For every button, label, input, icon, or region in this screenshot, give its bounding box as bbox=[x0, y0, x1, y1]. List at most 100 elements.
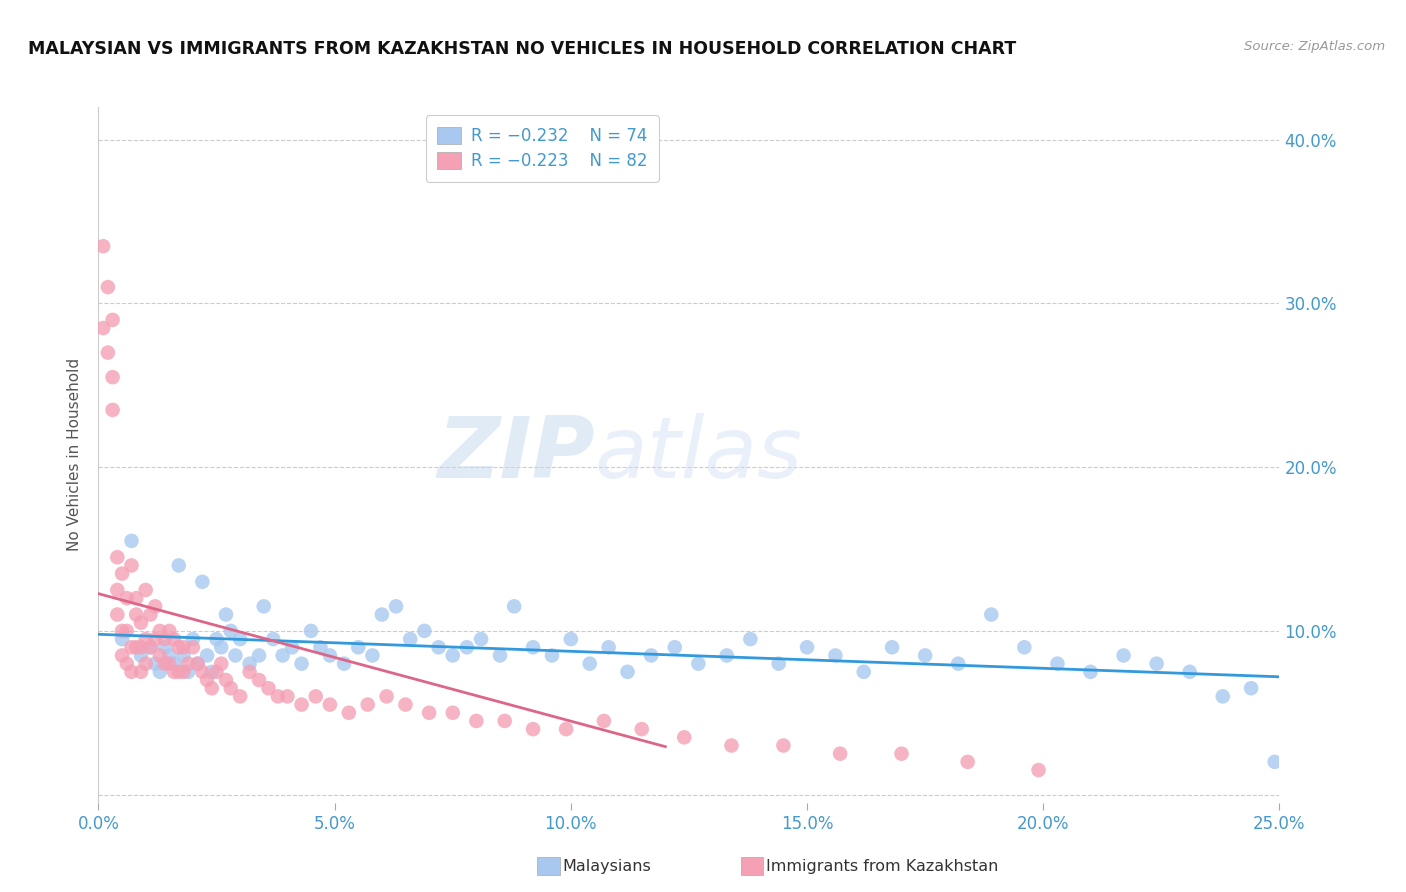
Point bbox=[522, 722, 544, 736]
Point bbox=[172, 665, 194, 679]
Point bbox=[305, 690, 328, 704]
Point bbox=[465, 714, 488, 728]
Point bbox=[125, 591, 148, 606]
Point bbox=[319, 648, 342, 663]
Point bbox=[121, 640, 143, 655]
Point bbox=[239, 657, 262, 671]
Point bbox=[688, 657, 710, 671]
Point bbox=[716, 648, 738, 663]
Point bbox=[541, 648, 564, 663]
Point bbox=[830, 747, 852, 761]
Point bbox=[427, 640, 450, 655]
Point bbox=[1112, 648, 1135, 663]
Point bbox=[247, 673, 270, 687]
Point bbox=[219, 681, 242, 696]
Text: MALAYSIAN VS IMMIGRANTS FROM KAZAKHSTAN NO VEHICLES IN HOUSEHOLD CORRELATION CHA: MALAYSIAN VS IMMIGRANTS FROM KAZAKHSTAN … bbox=[28, 40, 1017, 58]
Text: Source: ZipAtlas.com: Source: ZipAtlas.com bbox=[1244, 40, 1385, 54]
Text: ZIP: ZIP bbox=[437, 413, 595, 497]
Point bbox=[153, 657, 176, 671]
Point bbox=[139, 607, 162, 622]
Point bbox=[276, 690, 298, 704]
Point bbox=[640, 648, 662, 663]
Point bbox=[215, 607, 238, 622]
Point bbox=[578, 657, 600, 671]
Point bbox=[253, 599, 276, 614]
Point bbox=[319, 698, 342, 712]
Point bbox=[796, 640, 818, 655]
Point bbox=[201, 665, 224, 679]
Point bbox=[1028, 763, 1050, 777]
Point bbox=[852, 665, 875, 679]
Point bbox=[489, 648, 512, 663]
Point bbox=[125, 640, 148, 655]
Point bbox=[281, 640, 304, 655]
Point bbox=[299, 624, 322, 638]
Point bbox=[201, 681, 224, 696]
Point bbox=[494, 714, 516, 728]
Point bbox=[271, 648, 294, 663]
Point bbox=[1080, 665, 1102, 679]
Point bbox=[125, 607, 148, 622]
Point bbox=[97, 345, 120, 359]
Point bbox=[1046, 657, 1069, 671]
Text: atlas: atlas bbox=[595, 413, 803, 497]
Point bbox=[101, 370, 124, 384]
Point bbox=[111, 624, 134, 638]
Point bbox=[229, 690, 252, 704]
Point bbox=[135, 582, 157, 597]
Point bbox=[209, 657, 232, 671]
Point bbox=[357, 698, 380, 712]
Point bbox=[1014, 640, 1036, 655]
Point bbox=[616, 665, 638, 679]
Point bbox=[163, 665, 186, 679]
Point bbox=[115, 591, 138, 606]
Point bbox=[163, 657, 186, 671]
Point bbox=[167, 665, 190, 679]
Point bbox=[195, 673, 218, 687]
Point bbox=[441, 648, 464, 663]
Point bbox=[555, 722, 578, 736]
Point bbox=[121, 558, 143, 573]
Point bbox=[503, 599, 526, 614]
Point bbox=[593, 714, 616, 728]
Point bbox=[172, 648, 194, 663]
Point bbox=[1178, 665, 1201, 679]
Point bbox=[361, 648, 384, 663]
Point bbox=[149, 624, 172, 638]
Point bbox=[105, 607, 128, 622]
Point bbox=[177, 665, 200, 679]
Point bbox=[181, 640, 204, 655]
Point bbox=[418, 706, 440, 720]
Point bbox=[105, 550, 128, 565]
Point bbox=[630, 722, 652, 736]
Point bbox=[121, 665, 143, 679]
Point bbox=[267, 690, 290, 704]
Point bbox=[720, 739, 742, 753]
Point bbox=[167, 640, 190, 655]
Point bbox=[153, 632, 176, 646]
Point bbox=[309, 640, 332, 655]
Point bbox=[560, 632, 582, 646]
Point bbox=[143, 599, 166, 614]
Point bbox=[413, 624, 436, 638]
Point bbox=[111, 632, 134, 646]
Point bbox=[143, 657, 166, 671]
Point bbox=[111, 648, 134, 663]
Point bbox=[157, 648, 180, 663]
Point bbox=[290, 657, 312, 671]
Point bbox=[135, 657, 157, 671]
Point bbox=[139, 640, 162, 655]
Point bbox=[129, 648, 152, 663]
Point bbox=[129, 615, 152, 630]
Point bbox=[262, 632, 284, 646]
Point bbox=[456, 640, 478, 655]
Point bbox=[187, 657, 209, 671]
Point bbox=[172, 640, 194, 655]
Point bbox=[664, 640, 686, 655]
Point bbox=[333, 657, 356, 671]
Point bbox=[177, 657, 200, 671]
Point bbox=[167, 558, 190, 573]
Point bbox=[598, 640, 620, 655]
Point bbox=[209, 640, 232, 655]
Point bbox=[121, 533, 143, 548]
